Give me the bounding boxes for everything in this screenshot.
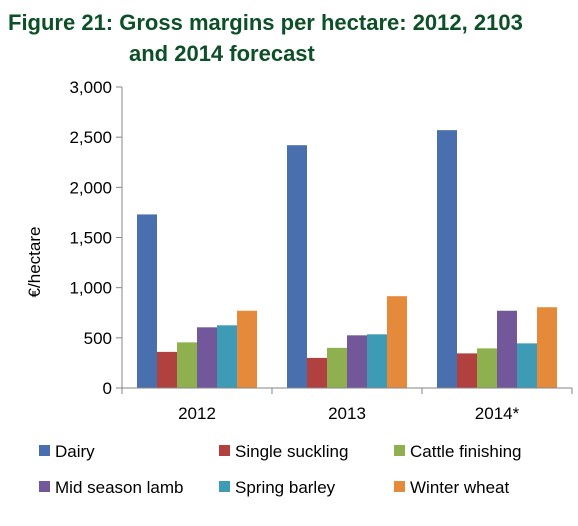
bar-series	[177, 342, 497, 388]
y-axis: 0 500 1,000 1,500 2,000 2,500 3,000	[69, 78, 123, 398]
bar	[307, 357, 327, 388]
y-tick-label: 3,000	[69, 78, 112, 97]
bar-series-group	[137, 130, 557, 389]
y-tick-label: 1,500	[69, 229, 112, 248]
bar	[457, 353, 477, 388]
legend-swatch	[394, 445, 405, 456]
bar	[537, 307, 557, 388]
legend-item: Single suckling	[219, 442, 348, 461]
y-tick-label: 2,000	[69, 178, 112, 197]
legend: Dairy Single suckling Cattle finishing Mid …	[39, 442, 522, 497]
legend-label: Single suckling	[235, 442, 348, 461]
y-tick-label: 2,500	[69, 128, 112, 147]
bar-series	[197, 310, 517, 388]
bar	[387, 296, 407, 388]
bar	[437, 130, 457, 389]
legend-item: Winter wheat	[394, 478, 509, 497]
legend-swatch	[219, 445, 230, 456]
legend-label: Mid season lamb	[55, 478, 184, 497]
bar	[237, 310, 257, 388]
legend-item: Dairy	[39, 442, 95, 461]
bar	[347, 335, 367, 388]
bar	[517, 343, 537, 388]
y-axis-title: €/hectare	[25, 227, 44, 298]
y-tick-label: 1,000	[69, 279, 112, 298]
legend-item: Mid season lamb	[39, 478, 184, 497]
bar	[157, 351, 177, 388]
x-tick-label: 2013	[328, 404, 366, 423]
bar	[137, 214, 157, 388]
x-tick-label: 2014*	[475, 404, 520, 423]
legend-item: Spring barley	[219, 478, 336, 497]
bar	[197, 327, 217, 388]
bar-series	[137, 130, 457, 389]
legend-label: Dairy	[55, 442, 95, 461]
legend-swatch	[219, 481, 230, 492]
bar	[287, 145, 307, 388]
x-tick-label: 2012	[178, 404, 216, 423]
bar	[477, 348, 497, 388]
legend-label: Cattle finishing	[410, 442, 522, 461]
y-tick-label: 500	[84, 329, 112, 348]
bar-series	[217, 325, 537, 388]
legend-swatch	[394, 481, 405, 492]
legend-label: Winter wheat	[410, 478, 509, 497]
x-axis: 2012 2013 2014*	[121, 387, 573, 423]
legend-label: Spring barley	[235, 478, 336, 497]
bar-series	[157, 351, 477, 388]
bar	[497, 310, 517, 388]
bar	[367, 334, 387, 388]
bar	[217, 325, 237, 388]
y-tick-label: 0	[103, 379, 112, 398]
chart-title-line-2: and 2014 forecast	[129, 41, 316, 66]
chart-title-line-1: Figure 21: Gross margins per hectare: 20…	[8, 10, 523, 35]
legend-item: Cattle finishing	[394, 442, 522, 461]
legend-swatch	[39, 481, 50, 492]
legend-swatch	[39, 445, 50, 456]
bar	[327, 347, 347, 388]
bar	[177, 342, 197, 388]
bar-series	[237, 296, 557, 388]
